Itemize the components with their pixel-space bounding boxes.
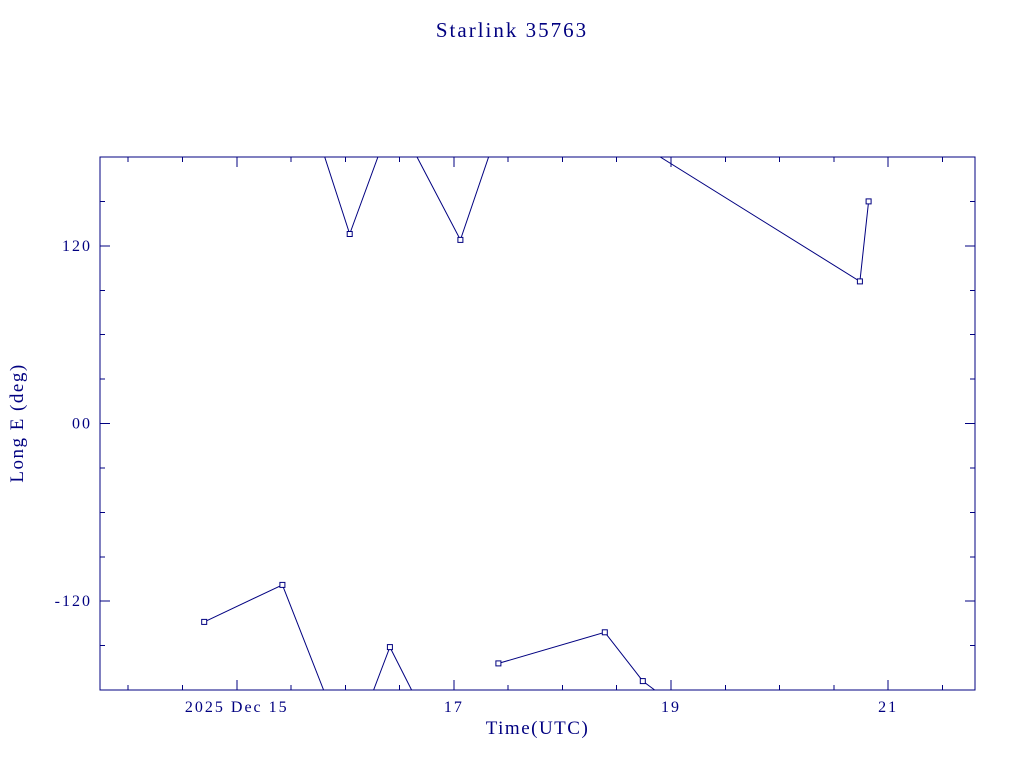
series-lines xyxy=(203,157,870,690)
series-line-segment xyxy=(203,584,325,690)
data-point-marker xyxy=(201,618,208,625)
y-axis-label: Long E (deg) xyxy=(7,363,28,483)
series-line-segment xyxy=(416,157,490,242)
data-point-marker xyxy=(639,678,646,685)
series-line-segment xyxy=(498,631,655,690)
y-tick-label: -120 xyxy=(55,593,92,610)
y-tick-label: 00 xyxy=(72,416,92,433)
chart-title: Starlink 35763 xyxy=(435,18,589,42)
series-line-segment xyxy=(659,157,870,283)
data-point-marker xyxy=(279,581,286,588)
data-point-marker xyxy=(495,660,502,667)
y-tick-label: 120 xyxy=(62,238,92,255)
x-tick-label: 19 xyxy=(661,699,681,716)
data-point-marker xyxy=(601,629,608,636)
x-tick-label: 21 xyxy=(878,699,898,716)
data-point-marker xyxy=(865,198,872,205)
data-point-marker xyxy=(346,231,353,237)
tick-labels: 2025 Dec 15 17 19 21 120 00 -120 xyxy=(55,238,898,716)
data-point-marker xyxy=(856,278,863,285)
plot-frame xyxy=(99,156,976,691)
x-tick-label: 17 xyxy=(444,699,464,716)
x-axis-label: Time(UTC) xyxy=(485,718,590,739)
data-point-marker xyxy=(386,644,393,651)
series-markers xyxy=(201,198,872,685)
series-line-segment xyxy=(373,645,413,690)
data-point-marker xyxy=(457,236,464,243)
x-tick-label: 2025 Dec 15 xyxy=(185,699,289,716)
series-line-segment xyxy=(324,157,379,236)
axis-ticks xyxy=(100,157,975,690)
